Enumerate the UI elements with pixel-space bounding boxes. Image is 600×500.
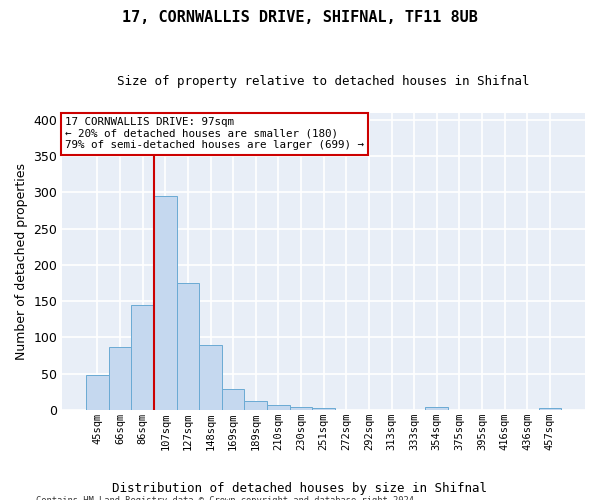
- Bar: [86, 375, 109, 410]
- Bar: [313, 408, 335, 410]
- Bar: [222, 388, 244, 409]
- Bar: [290, 407, 313, 410]
- Bar: [109, 346, 131, 410]
- Bar: [154, 196, 176, 410]
- Title: Size of property relative to detached houses in Shifnal: Size of property relative to detached ho…: [118, 75, 530, 88]
- Bar: [425, 407, 448, 410]
- Text: Contains HM Land Registry data © Crown copyright and database right 2024.
Contai: Contains HM Land Registry data © Crown c…: [36, 496, 472, 500]
- Y-axis label: Number of detached properties: Number of detached properties: [15, 163, 28, 360]
- Bar: [131, 304, 154, 410]
- Text: Distribution of detached houses by size in Shifnal: Distribution of detached houses by size …: [113, 482, 487, 495]
- Bar: [199, 344, 222, 410]
- Text: 17, CORNWALLIS DRIVE, SHIFNAL, TF11 8UB: 17, CORNWALLIS DRIVE, SHIFNAL, TF11 8UB: [122, 10, 478, 25]
- Bar: [267, 406, 290, 409]
- Text: 17 CORNWALLIS DRIVE: 97sqm
← 20% of detached houses are smaller (180)
79% of sem: 17 CORNWALLIS DRIVE: 97sqm ← 20% of deta…: [65, 117, 364, 150]
- Bar: [176, 283, 199, 410]
- Bar: [539, 408, 561, 410]
- Bar: [244, 401, 267, 409]
